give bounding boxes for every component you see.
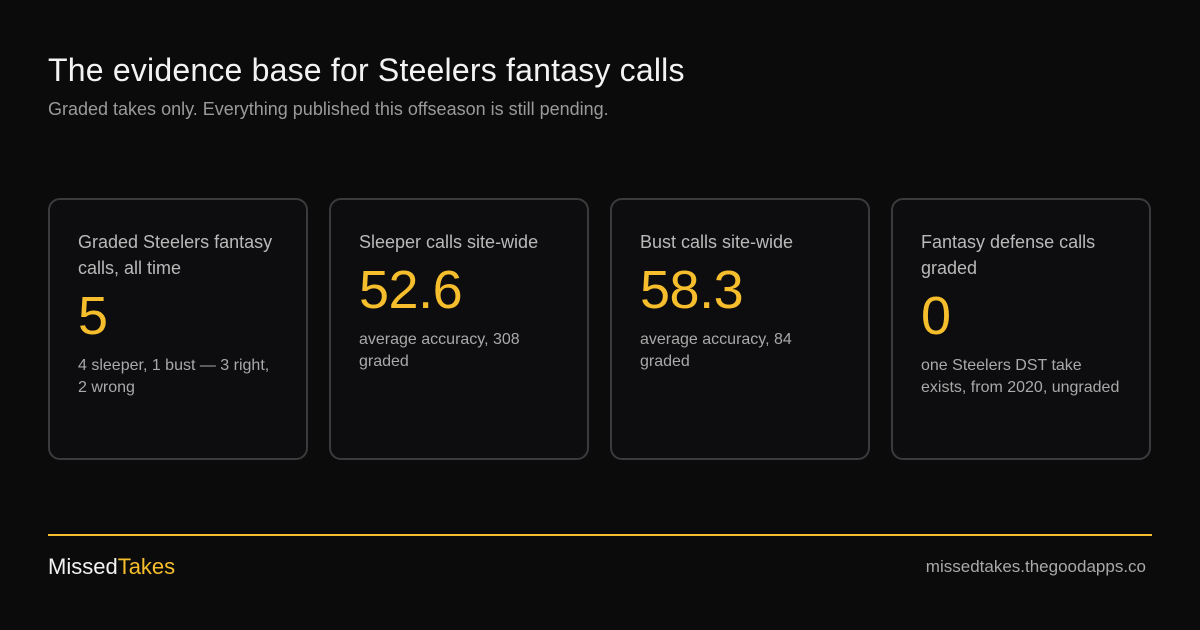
stat-cards: Graded Steelers fantasy calls, all time …: [48, 198, 1152, 460]
page-title: The evidence base for Steelers fantasy c…: [48, 52, 685, 88]
stat-card-note: 4 sleeper, 1 bust — 3 right, 2 wrong: [78, 357, 270, 396]
brand-name-part2: Takes: [117, 554, 176, 579]
stat-card-label: Fantasy defense calls graded: [921, 232, 1096, 278]
stat-card-value: 52.6: [359, 260, 463, 320]
stat-card-bust-calls: Bust calls site-wide 58.3 average accura…: [610, 198, 870, 460]
stat-card-label: Sleeper calls site-wide: [359, 232, 539, 252]
stat-card-label: Graded Steelers fantasy calls, all time: [78, 232, 273, 278]
stat-card-sleeper-calls: Sleeper calls site-wide 52.6 average acc…: [329, 198, 589, 460]
stat-card-value: 58.3: [640, 260, 744, 320]
stat-card-note: one Steelers DST take exists, from 2020,…: [921, 357, 1120, 396]
footer-divider: [48, 534, 1152, 536]
brand-logo: MissedTakes: [48, 554, 175, 580]
site-url: missedtakes.thegoodapps.co: [925, 557, 1146, 576]
stat-card-note: average accuracy, 308 graded: [359, 331, 520, 370]
stat-card-label: Bust calls site-wide: [640, 232, 794, 252]
stat-card-value: 5: [78, 286, 108, 346]
stat-card-defense-calls: Fantasy defense calls graded 0 one Steel…: [891, 198, 1151, 460]
stat-card-note: average accuracy, 84 graded: [640, 331, 792, 370]
stat-card-value: 0: [921, 286, 951, 346]
stat-card-graded-steelers-calls: Graded Steelers fantasy calls, all time …: [48, 198, 308, 460]
page-subtitle: Graded takes only. Everything published …: [48, 99, 609, 119]
brand-name-part1: Missed: [48, 554, 118, 579]
